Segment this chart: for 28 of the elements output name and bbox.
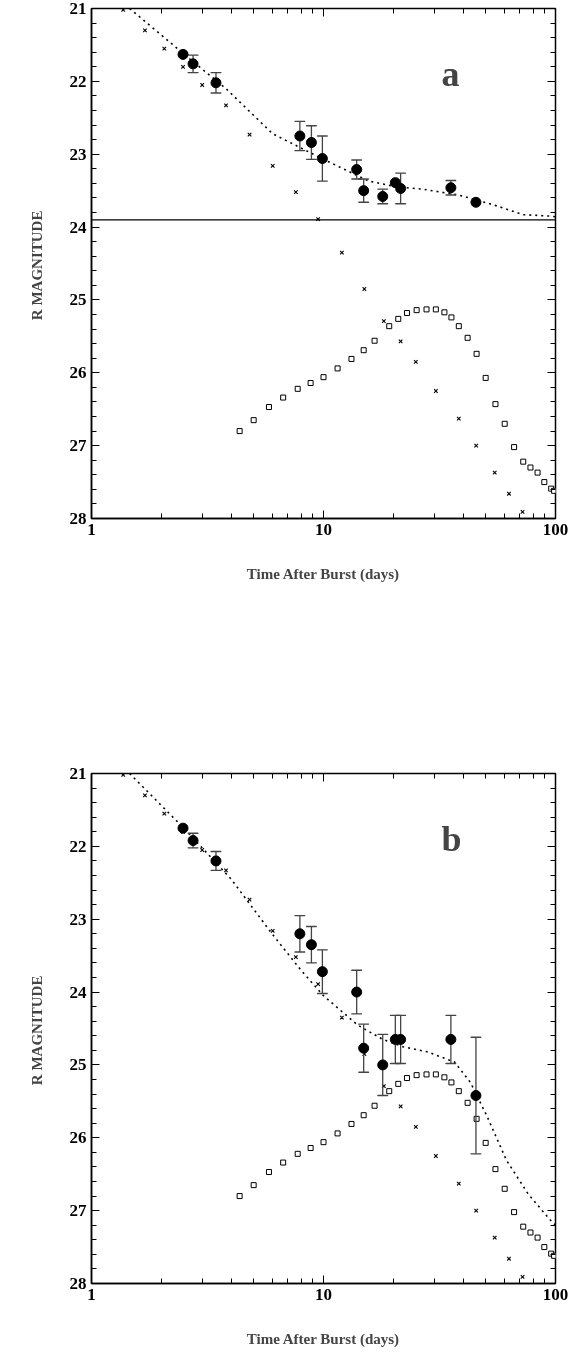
y-tick-label: 26 [69, 363, 87, 383]
y-tick-label: 24 [69, 982, 87, 1002]
x-tick-label: 10 [315, 1284, 332, 1304]
annotation: b [441, 818, 462, 859]
y-tick-label: 22 [69, 836, 87, 856]
y-tick-label: 23 [69, 909, 87, 929]
x-tick-label: 10 [315, 519, 332, 539]
y-tick-label: 27 [69, 1201, 87, 1221]
y-axis-title: R MAGNITUDE [28, 210, 45, 321]
y-tick-label: 24 [69, 217, 87, 237]
annotation: a [441, 53, 460, 94]
y-tick-label: 28 [69, 509, 87, 528]
y-tick-label: 25 [69, 1055, 87, 1075]
y-tick-label: 28 [69, 1274, 87, 1293]
y-tick-label: 26 [69, 1128, 87, 1148]
x-axis-title: Time After Burst (days) [246, 1330, 400, 1348]
y-tick-label: 21 [69, 764, 87, 783]
x-tick-label: 1 [87, 1284, 96, 1304]
y-tick-label: 25 [69, 290, 87, 310]
y-tick-label: 22 [69, 71, 87, 91]
y-tick-label: 21 [69, 0, 87, 18]
x-tick-label: 1 [87, 519, 96, 539]
x-tick-label: 100 [542, 519, 569, 539]
x-axis-title: Time After Burst (days) [246, 565, 400, 583]
y-tick-label: 23 [69, 144, 87, 164]
x-tick-label: 100 [542, 1284, 569, 1304]
y-tick-label: 27 [69, 436, 87, 456]
y-axis-title: R MAGNITUDE [28, 975, 45, 1086]
